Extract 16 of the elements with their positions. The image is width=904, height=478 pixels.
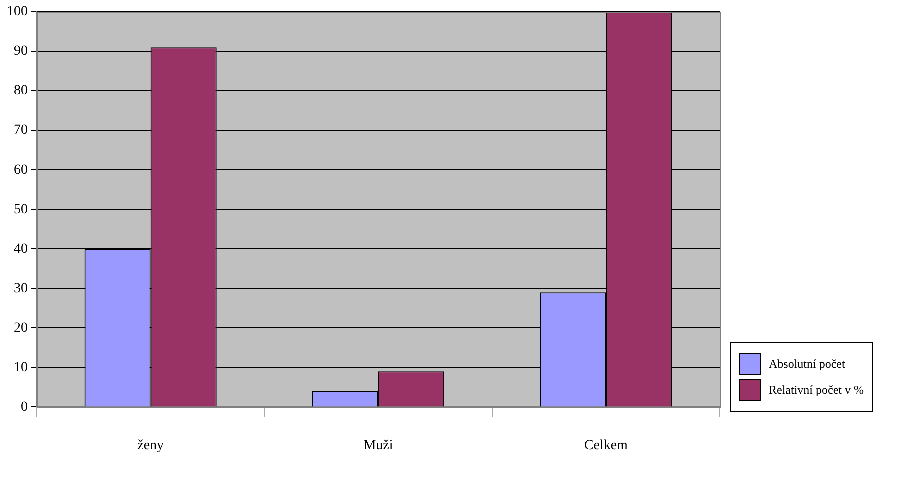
y-tick-label: 40 [14, 242, 28, 257]
y-tick-label: 30 [14, 281, 28, 296]
x-tick-label: Muži [364, 438, 394, 454]
legend-label: Relativní počet v % [769, 382, 864, 398]
legend-label: Absolutní počet [769, 356, 846, 372]
y-tick-label: 10 [14, 360, 28, 376]
x-tick-label: ženy [138, 438, 164, 454]
y-tick-label: 0 [21, 400, 28, 415]
y-tick-label: 50 [14, 202, 28, 218]
y-tick-label: 70 [14, 123, 28, 138]
y-tick-label: 100 [7, 4, 28, 20]
y-tick-label: 90 [14, 44, 28, 60]
y-tick-label: 60 [14, 162, 28, 178]
y-tick-label: 80 [14, 84, 28, 99]
y-tick-label: 20 [14, 320, 28, 336]
x-tick-label: Celkem [584, 438, 628, 454]
